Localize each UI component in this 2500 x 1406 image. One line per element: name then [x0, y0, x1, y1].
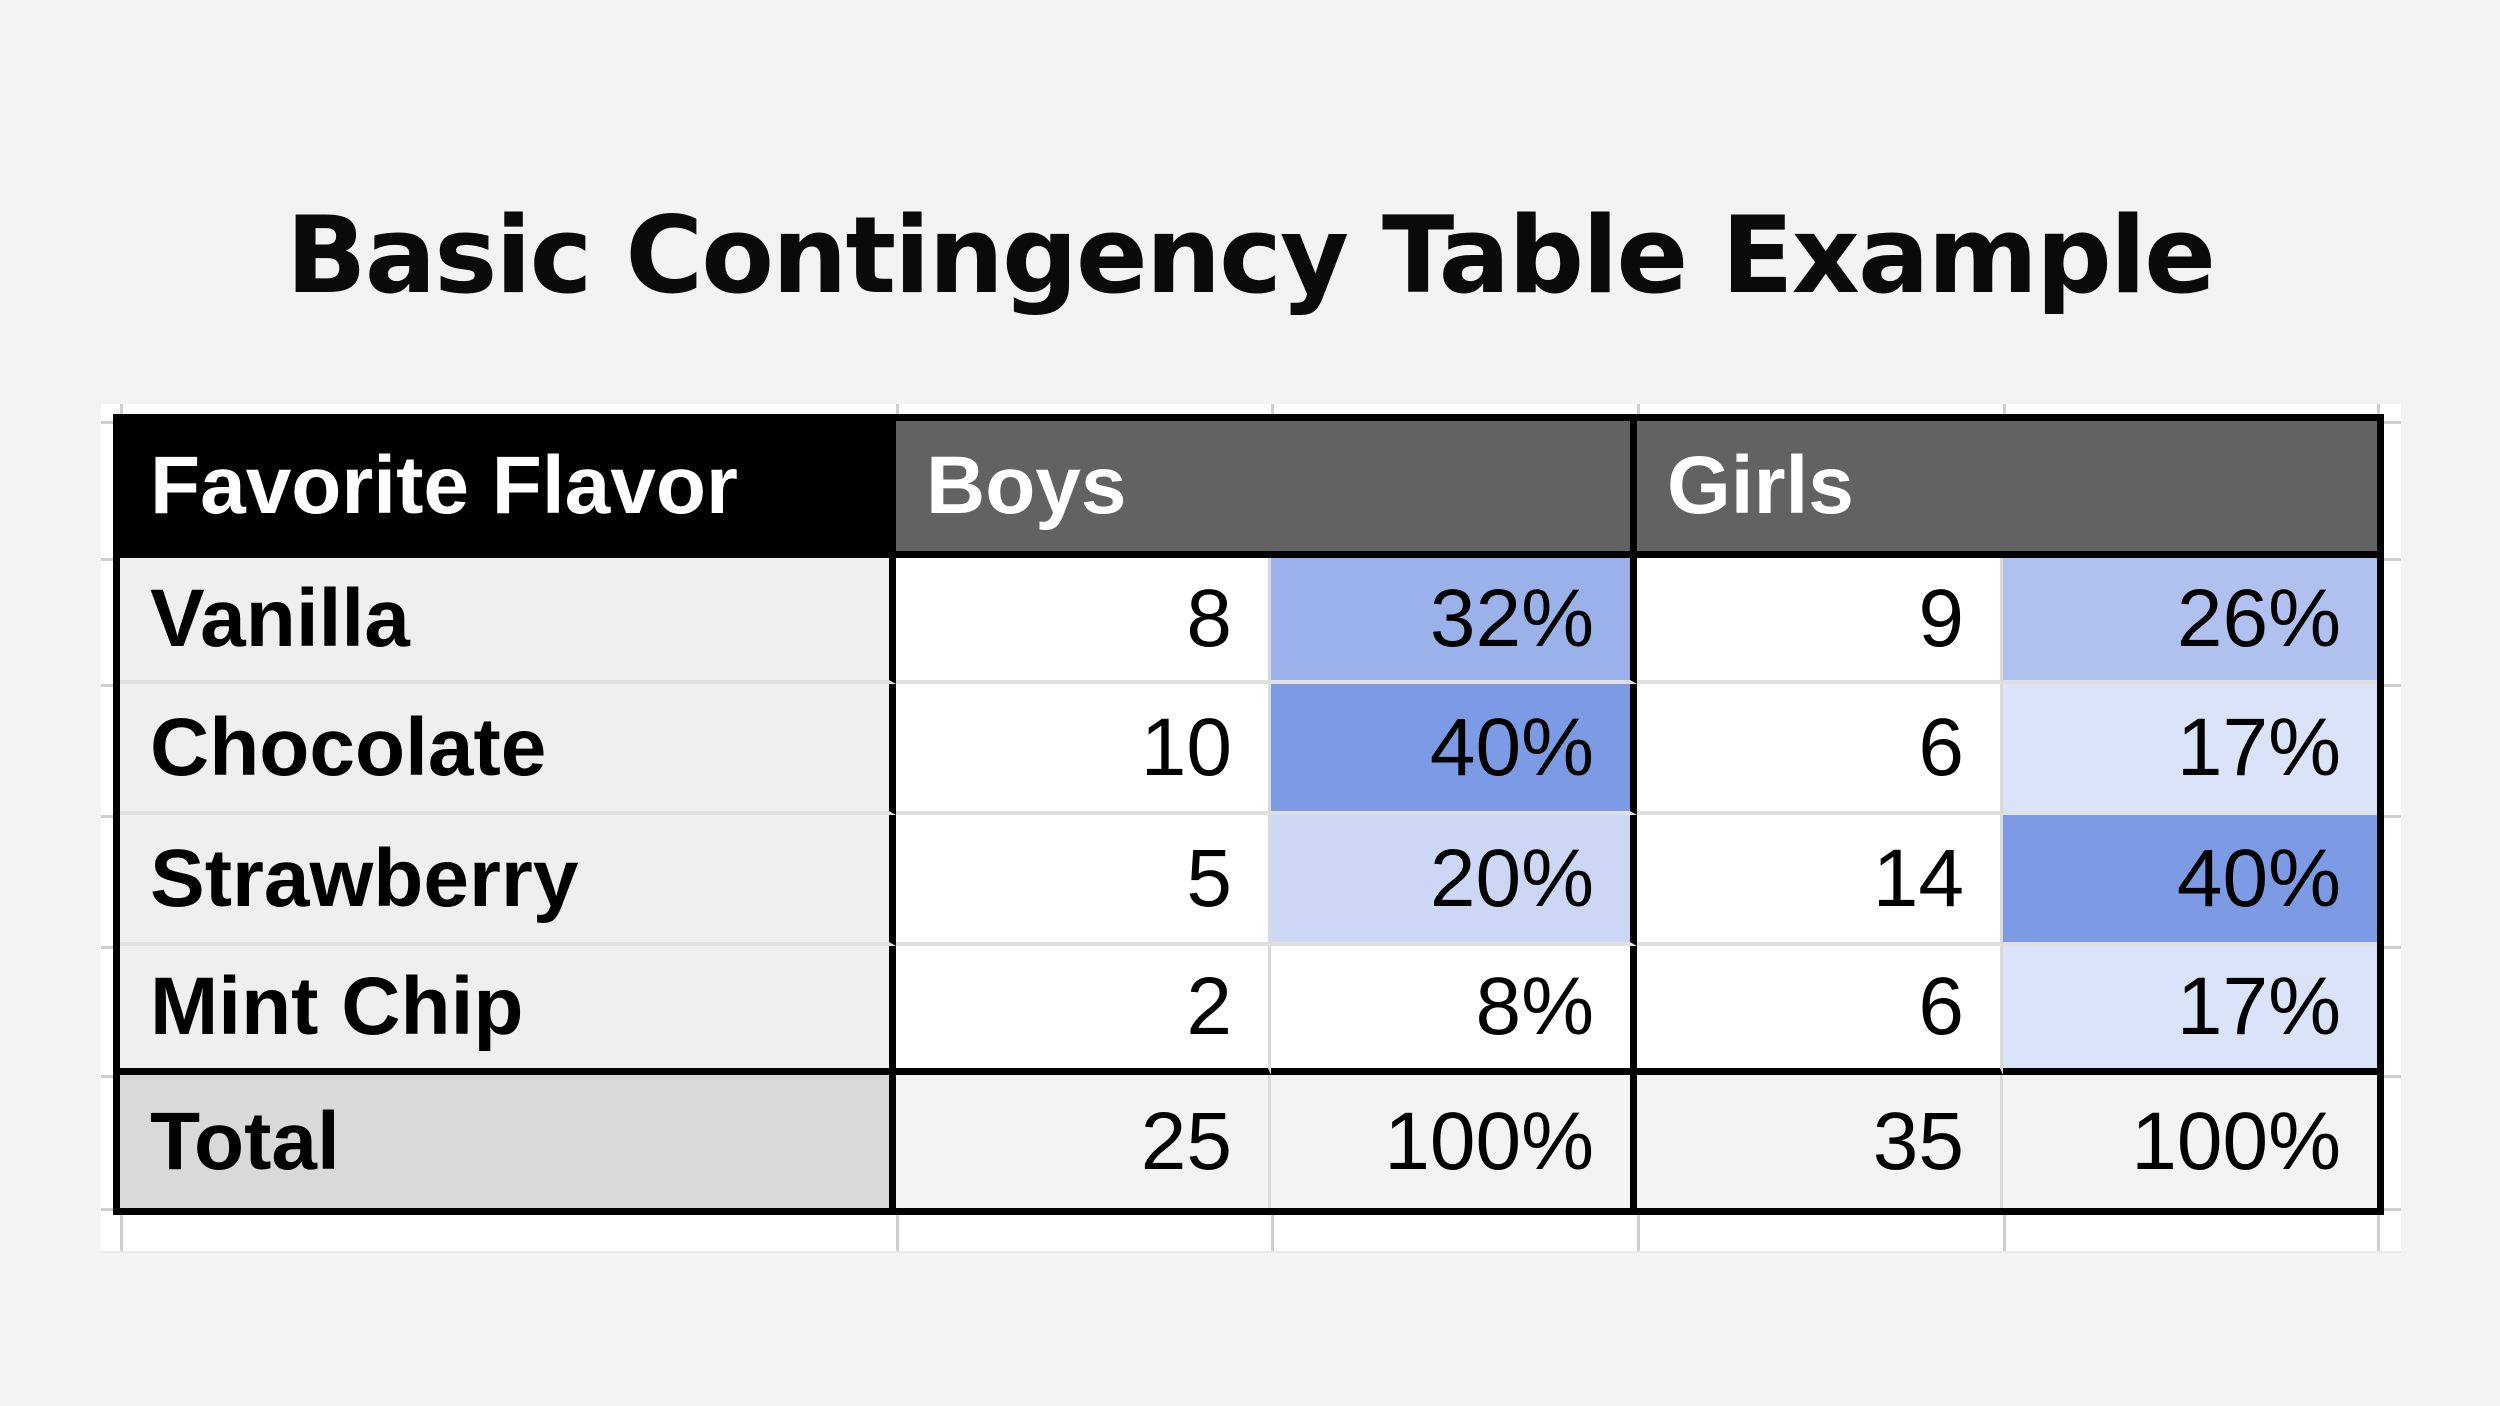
gridline-tick	[1271, 1215, 1274, 1251]
gridline-tick	[896, 1215, 899, 1251]
girls-pct-cell: 17%	[2003, 946, 2377, 1075]
gridline-tick	[120, 404, 123, 421]
gridline-tick	[1637, 404, 1640, 421]
gridline-tick	[2003, 1215, 2006, 1251]
header-girls: Girls	[1637, 421, 2377, 558]
flavor-cell-vanilla: Vanilla	[120, 558, 896, 684]
boys-count-cell: 10	[896, 684, 1271, 815]
gridline-tick	[2377, 404, 2380, 421]
gridline-tick	[2384, 421, 2401, 424]
gridline-tick	[101, 421, 113, 424]
gridline-tick	[2377, 1215, 2380, 1251]
page-title: Basic Contingency Table Example	[285, 194, 2216, 317]
gridline-tick	[2384, 815, 2401, 818]
girls-pct-cell: 26%	[2003, 558, 2377, 684]
gridline-tick	[101, 815, 113, 818]
total-boys-count-cell: 25	[896, 1075, 1271, 1208]
total-boys-pct-cell: 100%	[1271, 1075, 1637, 1208]
boys-pct-cell: 20%	[1271, 815, 1637, 946]
gridline-tick	[2384, 558, 2401, 561]
girls-pct-cell: 40%	[2003, 815, 2377, 946]
gridline-tick	[2384, 1208, 2401, 1211]
girls-count-cell: 6	[1637, 684, 2003, 815]
gridline-tick	[101, 684, 113, 687]
contingency-table: Favorite Flavor Boys Girls Vanilla 8 32%…	[113, 414, 2384, 1215]
gridline-tick	[1271, 404, 1274, 421]
header-boys: Boys	[896, 421, 1637, 558]
gridline-tick	[2384, 684, 2401, 687]
total-label-cell: Total	[120, 1075, 896, 1208]
gridline-tick	[896, 404, 899, 421]
boys-pct-cell: 32%	[1271, 558, 1637, 684]
flavor-cell-strawberry: Strawberry	[120, 815, 896, 946]
boys-count-cell: 8	[896, 558, 1271, 684]
boys-count-cell: 2	[896, 946, 1271, 1075]
total-girls-pct-cell: 100%	[2003, 1075, 2377, 1208]
gridline-tick	[101, 946, 113, 949]
gridline-tick	[1637, 1215, 1640, 1251]
gridline-tick	[2003, 404, 2006, 421]
gridline-tick	[101, 558, 113, 561]
gridline-tick	[120, 1215, 123, 1251]
gridline-tick	[101, 1208, 113, 1211]
gridline-tick	[101, 1075, 113, 1078]
girls-pct-cell: 17%	[2003, 684, 2377, 815]
boys-pct-cell: 8%	[1271, 946, 1637, 1075]
total-girls-count-cell: 35	[1637, 1075, 2003, 1208]
header-favorite-flavor: Favorite Flavor	[120, 421, 896, 558]
boys-pct-cell: 40%	[1271, 684, 1637, 815]
flavor-cell-mint-chip: Mint Chip	[120, 946, 896, 1075]
flavor-cell-chocolate: Chocolate	[120, 684, 896, 815]
girls-count-cell: 6	[1637, 946, 2003, 1075]
gridline-tick	[2384, 1075, 2401, 1078]
girls-count-cell: 9	[1637, 558, 2003, 684]
girls-count-cell: 14	[1637, 815, 2003, 946]
gridline-tick	[2384, 946, 2401, 949]
boys-count-cell: 5	[896, 815, 1271, 946]
